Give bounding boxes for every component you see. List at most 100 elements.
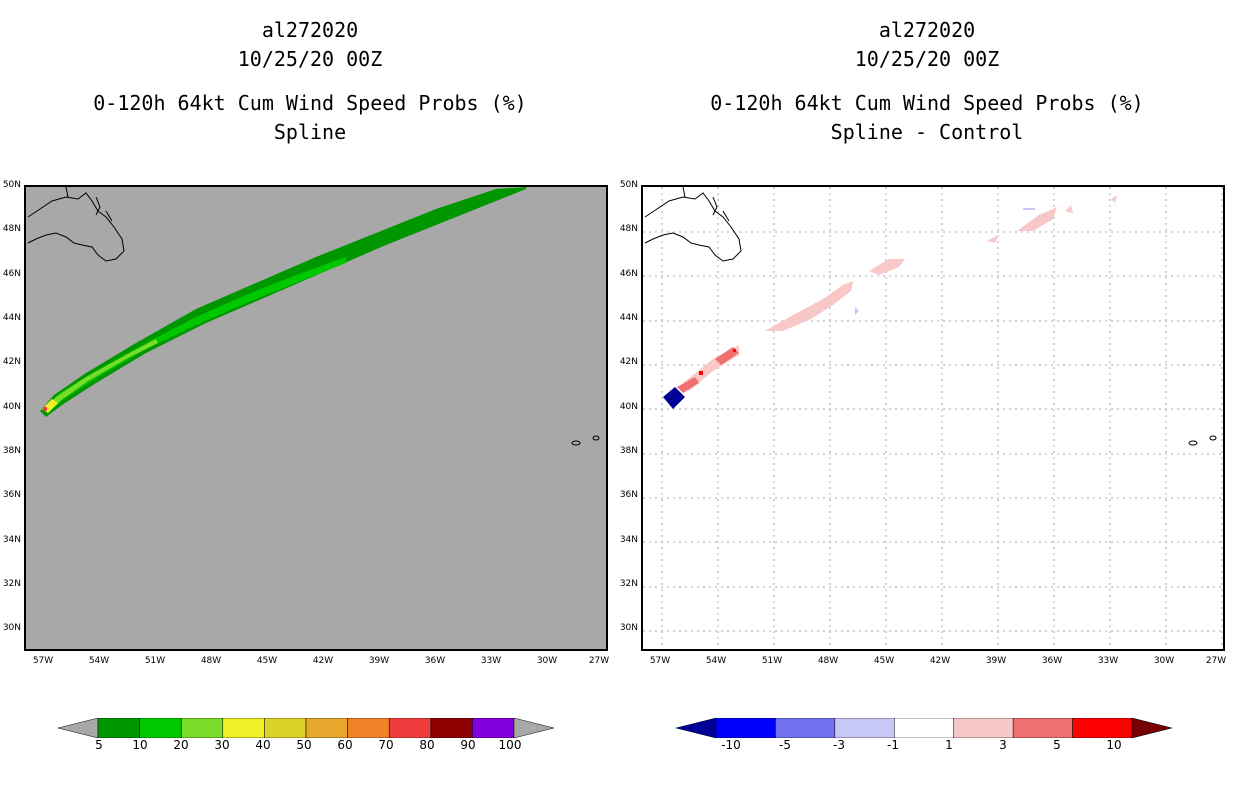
left-colorbar-segment [347, 717, 390, 739]
right-colorbar-segment [834, 717, 895, 739]
method-name: Spline [273, 120, 347, 144]
lat-label: 48N [2, 224, 21, 234]
lon-label: 42W [929, 656, 951, 666]
colorbar-label: 30 [214, 738, 230, 752]
lat-label: 32N [619, 579, 638, 589]
colorbar-label: -1 [887, 738, 899, 752]
colorbar-label: 10 [1106, 738, 1122, 752]
colorbar-label: 5 [1053, 738, 1061, 752]
lat-label: 40N [619, 402, 638, 412]
colorbar-label: 70 [378, 738, 394, 752]
lon-label: 39W [368, 656, 390, 666]
lat-label: 30N [619, 623, 638, 633]
lat-label: 30N [2, 623, 21, 633]
left-colorbar-segment [305, 717, 348, 739]
left-colorbar-svg [57, 717, 555, 739]
lat-label: 46N [619, 269, 638, 279]
diff-5-10 [699, 371, 703, 375]
prob-swath-5 [40, 187, 526, 417]
coastline [644, 192, 742, 262]
lon-label: 57W [649, 656, 671, 666]
lon-label: 54W [705, 656, 727, 666]
left-colorbar-segment [180, 717, 224, 739]
lat-label: 44N [2, 313, 21, 323]
right-colorbar [675, 717, 1173, 739]
lon-label: 33W [480, 656, 502, 666]
product-name: 0-120h 64kt Cum Wind Speed Probs (%) [93, 91, 527, 115]
lon-label: 36W [424, 656, 446, 666]
product-name: 0-120h 64kt Cum Wind Speed Probs (%) [710, 91, 1144, 115]
right-colorbar-segment [775, 717, 836, 739]
colorbar-label: -5 [779, 738, 791, 752]
colorbar-label: 1 [945, 738, 953, 752]
left-colorbar-high-end [513, 717, 555, 739]
diff-neg-10 [663, 387, 685, 409]
island [1209, 435, 1217, 441]
colorbar-label: 5 [95, 738, 103, 752]
colorbar-label: 90 [460, 738, 476, 752]
right-colorbar-segment [715, 717, 776, 739]
lat-label: 44N [619, 313, 638, 323]
right-map-drawing [643, 187, 1223, 649]
colorbar-label: 3 [999, 738, 1007, 752]
lon-label: 45W [873, 656, 895, 666]
lon-label: 33W [1097, 656, 1119, 666]
prob-swath-10 [44, 257, 346, 413]
lat-label: 38N [619, 446, 638, 456]
lat-label: 46N [2, 269, 21, 279]
lon-label: 36W [1041, 656, 1063, 666]
lat-label: 38N [2, 446, 21, 456]
left-colorbar-segment [97, 717, 140, 739]
forecast-time: 10/25/20 00Z [854, 47, 1000, 71]
right-colorbar-segment [953, 717, 1014, 739]
lon-label: 48W [200, 656, 222, 666]
right-colorbar-segment [1072, 717, 1133, 739]
lat-label: 36N [2, 490, 21, 500]
lon-label: 57W [32, 656, 54, 666]
lon-label: 51W [761, 656, 783, 666]
lat-label: 40N [2, 402, 21, 412]
left-colorbar-segment [472, 717, 515, 739]
left-map-drawing [27, 187, 600, 446]
prob-swath-70 [43, 407, 47, 411]
lon-label: 27W [1205, 656, 1227, 666]
storm-id: al272020 [878, 18, 976, 42]
left-colorbar-segment [139, 717, 182, 739]
left-colorbar-segment [388, 717, 432, 739]
island [1188, 440, 1198, 446]
left-colorbar-low-end [57, 717, 99, 739]
colorbar-label: 40 [255, 738, 271, 752]
lat-label: 50N [619, 180, 638, 190]
lon-label: 42W [312, 656, 334, 666]
colorbar-label: 60 [337, 738, 353, 752]
lat-label: 36N [619, 490, 638, 500]
island [592, 435, 600, 441]
lat-label: 32N [2, 579, 21, 589]
right-colorbar-low-end [675, 717, 717, 739]
prob-swath-20 [44, 339, 158, 413]
island [571, 440, 581, 446]
colorbar-label: 80 [419, 738, 435, 752]
colorbar-label: 20 [173, 738, 189, 752]
right-colorbar-segment [894, 717, 954, 739]
colorbar-label: 10 [132, 738, 148, 752]
lon-label: 45W [256, 656, 278, 666]
diff-5-10 [733, 349, 736, 352]
diff-1-3 [683, 195, 1117, 391]
left-panel-title: al272020 10/25/20 00Z 0-120h 64kt Cum Wi… [10, 16, 610, 147]
lat-label: 48N [619, 224, 638, 234]
coastline [27, 192, 125, 262]
right-map [641, 185, 1225, 651]
colorbar-label: 50 [296, 738, 312, 752]
right-colorbar-segment [1012, 717, 1073, 739]
left-colorbar-segment [430, 717, 473, 739]
left-colorbar [57, 717, 555, 739]
right-colorbar-svg [675, 717, 1173, 739]
storm-id: al272020 [261, 18, 359, 42]
lon-label: 30W [1153, 656, 1175, 666]
right-colorbar-high-end [1131, 717, 1173, 739]
lon-label: 54W [88, 656, 110, 666]
lon-label: 51W [144, 656, 166, 666]
lat-label: 42N [2, 357, 21, 367]
lon-label: 30W [536, 656, 558, 666]
